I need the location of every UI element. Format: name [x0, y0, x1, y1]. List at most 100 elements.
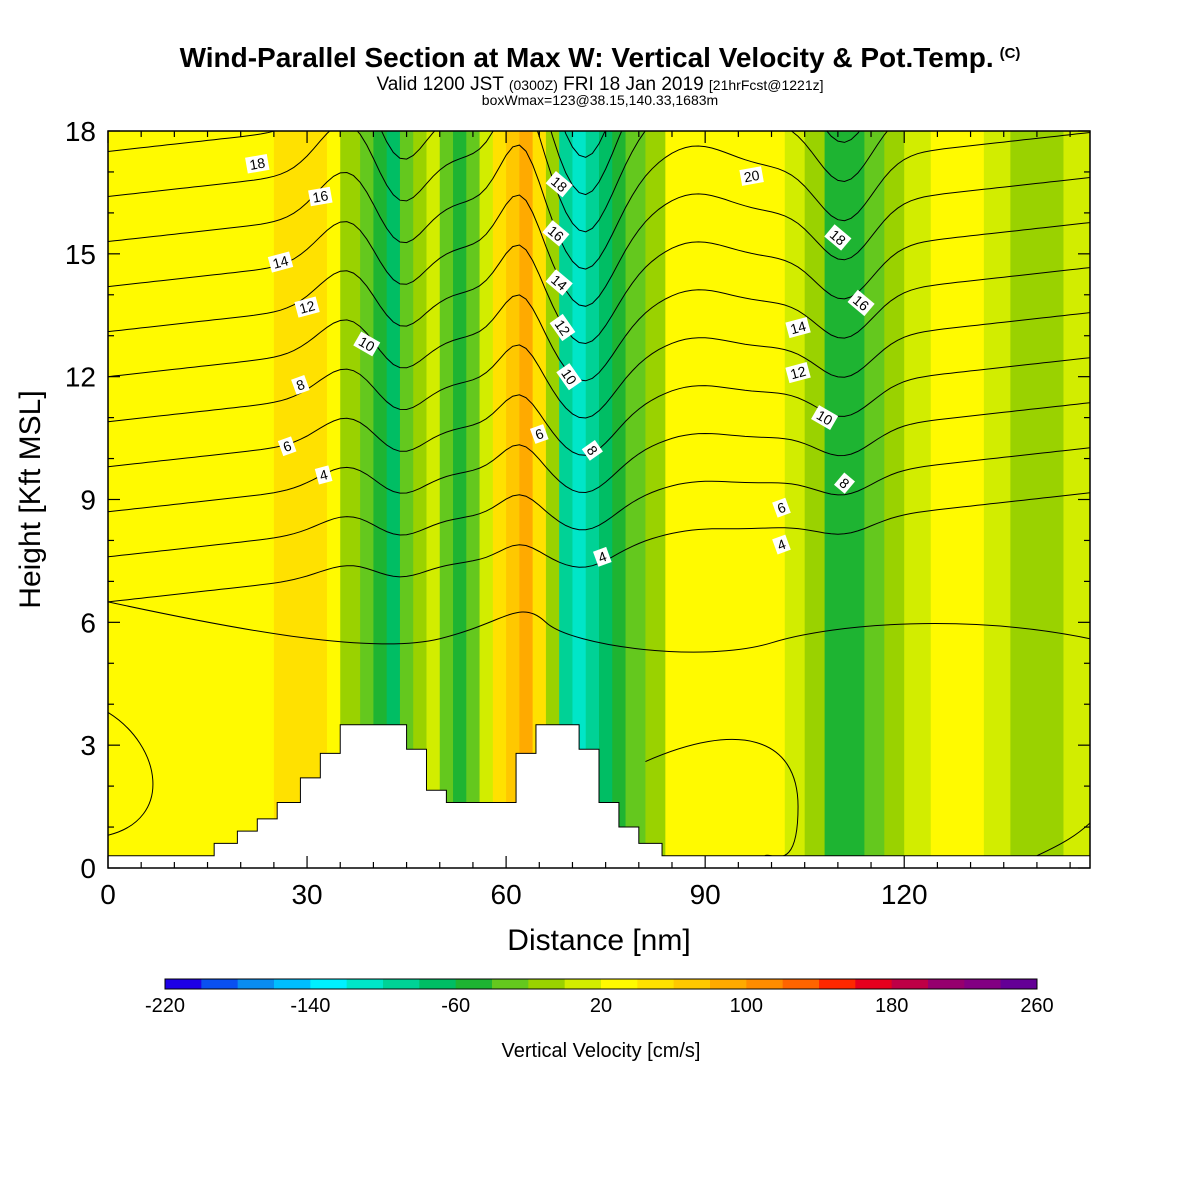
velocity-cell — [439, 131, 454, 868]
colorbar-swatch — [1000, 979, 1038, 989]
colorbar-tick-label: -140 — [290, 995, 330, 1017]
colorbar-swatch — [928, 979, 965, 989]
contour-label: 8 — [291, 374, 310, 395]
velocity-cell — [864, 131, 885, 868]
plot-area: 18 16 14 12 10 8 6 4 18 16 14 12 10 6 8 4 20 18 16 14 12 10 8 6… — [108, 131, 1090, 868]
theta-contour — [108, 447, 1090, 558]
contour-label-text: 14 — [788, 318, 807, 338]
contour-label: 18 — [545, 171, 573, 198]
contour-label: 4 — [593, 546, 612, 567]
velocity-cell — [399, 131, 414, 868]
x-tick-label: 60 — [491, 879, 522, 910]
theta-contour — [108, 267, 1090, 382]
contour-label: 10 — [353, 331, 381, 357]
terrain-outline — [108, 724, 1090, 857]
contour-label-text: 12 — [297, 297, 316, 317]
axes: 0 30 60 90 120 0 3 6 9 12 15 18 — [65, 116, 1091, 910]
velocity-cell — [625, 131, 647, 868]
colorbar-swatch — [455, 979, 493, 989]
contour-label-text: 18 — [248, 154, 266, 172]
velocity-cell — [293, 131, 315, 868]
contour-label: 18 — [245, 153, 270, 174]
colorbar-label: Vertical Velocity [cm/s] — [502, 1040, 701, 1062]
y-tick-label: 6 — [80, 607, 96, 638]
velocity-cell — [884, 131, 905, 868]
contour-label: 16 — [308, 186, 333, 207]
valid-time-main: Valid 1200 JST — [376, 74, 504, 95]
contour-label: 14 — [267, 251, 294, 273]
contour-label: 6 — [277, 436, 297, 457]
contour-label-text: 10 — [814, 407, 836, 429]
theta-contour — [108, 131, 889, 233]
velocity-cell — [273, 131, 295, 868]
contour-label: 8 — [581, 440, 603, 461]
velocity-cell — [599, 131, 613, 868]
contour-label: 16 — [542, 220, 570, 247]
velocity-cell — [360, 131, 375, 868]
colorbar-tick-label: 100 — [730, 995, 763, 1017]
colorbar-swatch — [673, 979, 711, 989]
colorbar-swatch — [564, 979, 602, 989]
contour-label-text: 20 — [743, 167, 761, 185]
box-wmax-line: boxWmax=123@38.15,140.33,1683m — [481, 92, 719, 108]
velocity-cell — [764, 131, 786, 868]
colorbar-swatch — [746, 979, 784, 989]
velocity-cell — [844, 131, 866, 868]
y-tick-label: 0 — [80, 853, 96, 884]
contour-label: 10 — [811, 405, 839, 431]
valid-time-utc: (0300Z) — [508, 77, 558, 93]
colorbar-swatch — [165, 979, 202, 989]
colorbar-tick-label: -220 — [145, 995, 185, 1017]
forecast-info: [21hrFcst@1221z] — [708, 77, 824, 93]
velocity-cell — [161, 131, 189, 868]
velocity-cell — [804, 131, 826, 868]
velocity-cell — [506, 131, 520, 868]
theta-contour — [1036, 822, 1090, 857]
velocity-cell — [340, 131, 361, 868]
velocity-cell — [134, 131, 162, 868]
colorbar-swatch — [891, 979, 929, 989]
x-tick-label: 0 — [100, 879, 116, 910]
colorbar-swatch — [492, 979, 529, 989]
velocity-cell — [685, 131, 706, 868]
colorbar-swatch — [419, 979, 457, 989]
y-tick-label: 3 — [80, 730, 96, 761]
colorbar-swatch — [964, 979, 1002, 989]
velocity-cell — [744, 131, 766, 868]
colorbar-tick-label: 180 — [875, 995, 908, 1017]
colorbar-swatch — [274, 979, 311, 989]
contour-label-text: 4 — [318, 466, 330, 484]
contour-label: 16 — [847, 289, 875, 317]
velocity-cell — [373, 131, 388, 868]
colorbar-swatch — [383, 979, 420, 989]
colorbar-tick-label: 20 — [590, 995, 612, 1017]
colorbar-swatch — [201, 979, 239, 989]
theta-contour — [108, 312, 1090, 423]
contour-label: 18 — [824, 224, 852, 251]
velocity-cell — [957, 131, 985, 868]
theta-contour — [108, 222, 1090, 345]
velocity-cell — [326, 131, 341, 868]
colorbar-swatch — [310, 979, 348, 989]
y-axis-label: Height [Kft MSL] — [14, 390, 47, 608]
colorbar-swatch — [710, 979, 747, 989]
colorbar-tick-label: 260 — [1020, 995, 1053, 1017]
colorbar-swatch — [855, 979, 893, 989]
contour-label: 12 — [549, 313, 576, 342]
theta-contour — [564, 131, 606, 158]
y-tick-label: 9 — [80, 485, 96, 516]
y-tick-label: 15 — [65, 239, 96, 270]
theta-contour — [108, 402, 1090, 513]
velocity-cell — [466, 131, 481, 868]
y-tick-label: 12 — [65, 362, 96, 393]
velocity-cell — [930, 131, 958, 868]
velocity-cell — [386, 131, 401, 868]
velocity-cell — [240, 131, 275, 868]
colorbar: -220 -140 -60 20 100 180 260 — [145, 978, 1054, 1017]
velocity-cell — [705, 131, 726, 868]
x-axis-label: Distance [nm] — [507, 924, 690, 957]
contour-label: 4 — [314, 465, 333, 485]
theta-contour — [108, 132, 1090, 270]
valid-time-line: Valid 1200 JST (0300Z) FRI 18 Jan 2019 [… — [0, 74, 1200, 96]
